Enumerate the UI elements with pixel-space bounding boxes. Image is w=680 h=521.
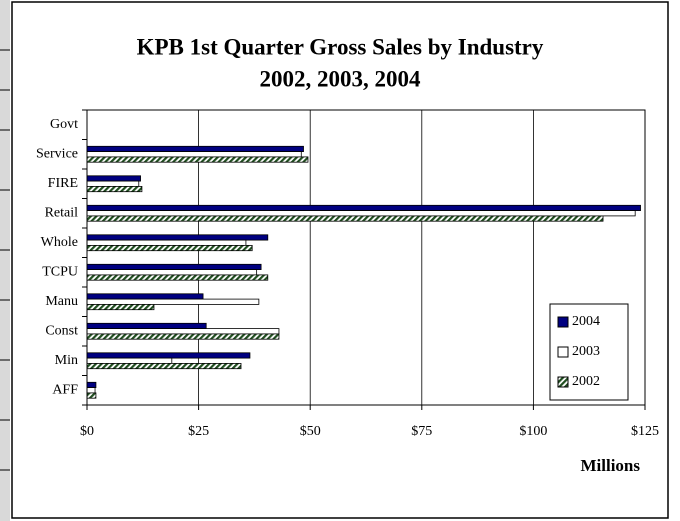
legend-swatch — [557, 346, 569, 358]
bar — [86, 362, 242, 370]
y-tick-label: Whole — [41, 235, 78, 250]
bar — [86, 328, 280, 335]
bar — [86, 204, 641, 212]
y-tick-label: Retail — [45, 205, 79, 220]
x-tick-label: $0 — [80, 424, 94, 439]
y-tick-label: FIRE — [48, 176, 78, 191]
bar — [86, 322, 207, 329]
bar — [86, 234, 269, 241]
bar — [86, 145, 304, 153]
legend-label: 2003 — [572, 344, 600, 359]
bar — [86, 210, 636, 217]
chart-title: KPB 1st Quarter Gross Sales by Industry — [137, 34, 544, 59]
bar — [86, 244, 253, 252]
sheet-strip — [0, 0, 10, 521]
legend-swatch — [557, 376, 569, 388]
chart-subtitle: 2002, 2003, 2004 — [260, 66, 422, 91]
bar — [86, 151, 302, 158]
bar — [86, 239, 247, 246]
y-tick-label: Govt — [50, 117, 78, 132]
bar — [86, 381, 97, 388]
y-tick-label: TCPU — [42, 264, 78, 279]
bar — [86, 392, 97, 399]
x-tick-label: $100 — [519, 424, 547, 439]
bar — [86, 269, 258, 276]
x-tick-label: $25 — [188, 424, 209, 439]
bar — [86, 333, 280, 340]
bar — [86, 156, 309, 163]
x-tick-label: $75 — [411, 424, 432, 439]
x-tick-label: $50 — [300, 424, 321, 439]
bar — [86, 352, 251, 359]
x-tick-label: $125 — [631, 424, 659, 439]
x-axis-label: Millions — [580, 456, 640, 475]
y-tick-label: Manu — [45, 294, 78, 309]
y-tick-label: Min — [55, 353, 78, 368]
bar — [86, 215, 604, 222]
bar — [86, 357, 173, 364]
bar — [86, 293, 204, 300]
legend-label: 2004 — [572, 314, 600, 329]
bar — [86, 274, 269, 281]
legend-swatch — [557, 316, 569, 328]
legend-label: 2002 — [572, 374, 600, 389]
bar — [86, 303, 155, 311]
bar — [86, 298, 260, 305]
y-tick-label: Const — [45, 323, 78, 338]
bar — [86, 387, 96, 394]
y-tick-label: AFF — [52, 382, 78, 397]
bar — [86, 180, 140, 187]
bar — [86, 185, 143, 193]
y-tick-label: Service — [36, 146, 78, 161]
bar — [86, 175, 141, 182]
bar — [86, 263, 262, 270]
